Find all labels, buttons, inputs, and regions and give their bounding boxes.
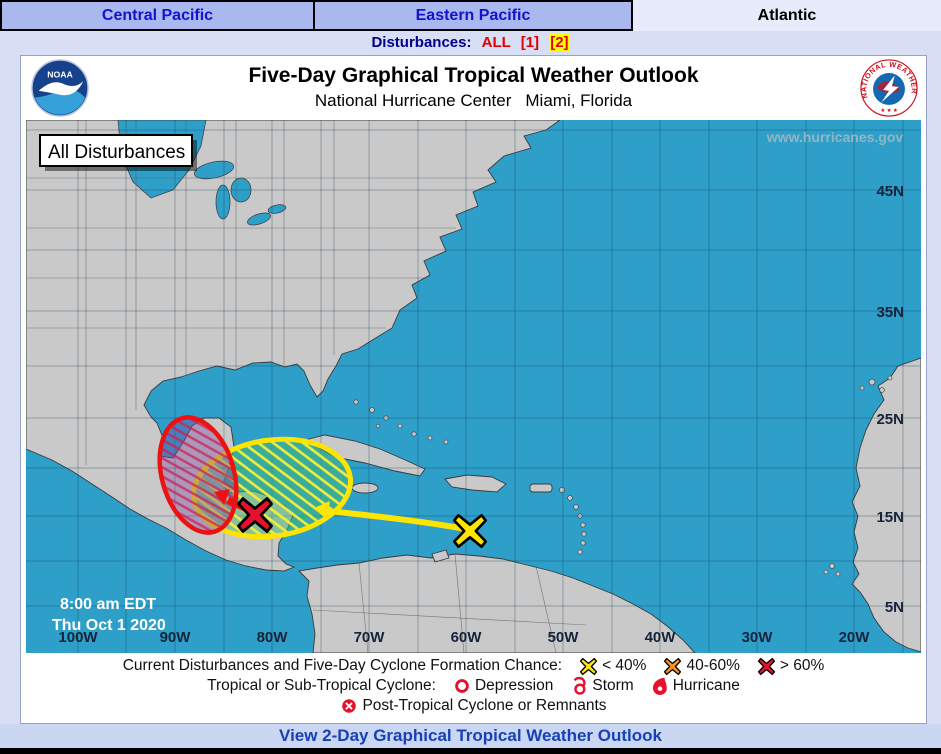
hispaniola: [444, 474, 507, 493]
region-tab-bar: Central Pacific Eastern Pacific Atlantic: [0, 0, 941, 31]
lon-label: 20W: [839, 629, 871, 646]
lat-label: 45N: [876, 183, 904, 200]
inactive-tab-group: Central Pacific Eastern Pacific: [0, 0, 633, 31]
map-timestamp: 8:00 am EDT Thu Oct 1 2020: [52, 596, 166, 634]
tab-eastern-pacific[interactable]: Eastern Pacific: [313, 2, 631, 29]
page-subtitle: National Hurricane Center Miami, Florida: [21, 88, 926, 111]
disturbances-all-link[interactable]: ALL: [481, 34, 511, 51]
lake-ontario: [267, 204, 287, 214]
state-borders: [26, 120, 496, 465]
lon-label: 50W: [548, 629, 580, 646]
legend-med-label: 40-60%: [686, 657, 740, 674]
depression-icon: [455, 679, 469, 693]
legend-depression-label: Depression: [474, 677, 554, 694]
legend-item-storm: Storm: [570, 676, 634, 697]
legend-item-post-tropical: Post-Tropical Cyclone or Remnants: [340, 697, 607, 715]
legend-row-chance: Current Disturbances and Five-Day Cyclon…: [21, 656, 926, 676]
all-disturbances-toggle[interactable]: All Disturbances: [39, 134, 197, 171]
landmasses: [25, 119, 922, 654]
lat-label: 15N: [876, 509, 904, 526]
formation-area-high-chance[interactable]: [147, 408, 249, 541]
timestamp-line1: 8:00 am EDT: [60, 596, 156, 613]
lon-label: 60W: [451, 629, 483, 646]
subtitle-org: National Hurricane Center: [314, 91, 512, 110]
x-marker-yellow-icon: [579, 657, 598, 675]
graticule: [26, 120, 921, 653]
lat-labels: 45N 35N 25N 15N 5N: [876, 183, 904, 616]
legend-row-post-tropical: Post-Tropical Cyclone or Remnants: [21, 696, 926, 716]
tab-central-pacific[interactable]: Central Pacific: [101, 7, 214, 24]
disturbances-bar: Disturbances: ALL [1] [2]: [0, 31, 941, 55]
disturbances-label: Disturbances:: [371, 34, 472, 51]
page-title: Five-Day Graphical Tropical Weather Outl…: [248, 64, 699, 87]
hurricane-icon: [652, 677, 667, 695]
nws-logo: NATIONAL WEATHER SERVICE ★ ★ ★: [860, 59, 918, 117]
trinidad: [431, 549, 450, 563]
timestamp-line2: Thu Oct 1 2020: [52, 617, 166, 634]
legend-item-low: < 40%: [579, 657, 646, 676]
legend-chance-label: Current Disturbances and Five-Day Cyclon…: [122, 657, 563, 674]
footer-band: View 2-Day Graphical Tropical Weather Ou…: [0, 724, 941, 748]
x-marker-orange-icon: [664, 657, 682, 675]
small-islands: [353, 375, 893, 577]
legend-hurricane-label: Hurricane: [672, 677, 740, 694]
lon-label: 40W: [645, 629, 677, 646]
outlook-map[interactable]: All Disturbances www.hurricanes.gov 8:00…: [25, 119, 922, 654]
legend-high-label: > 60%: [779, 657, 825, 674]
noaa-logo-text: NOAA: [47, 69, 73, 79]
legend-low-label: < 40%: [602, 657, 647, 674]
all-disturbances-label: All Disturbances: [48, 142, 185, 163]
track-arrow-yellow: [314, 501, 471, 533]
noaa-logo: NOAA: [31, 59, 89, 117]
tab-atlantic[interactable]: Atlantic: [633, 0, 941, 31]
outlook-header: NOAA Five-Day Graphical Tropical Weather…: [21, 56, 926, 120]
legend-item-depression: Depression: [453, 677, 553, 695]
puerto-rico: [529, 483, 553, 493]
lat-label: 5N: [885, 599, 904, 616]
bottom-bar: [0, 748, 941, 754]
watermark-text: www.hurricanes.gov: [766, 129, 904, 145]
atlantic-map-svg: All Disturbances www.hurricanes.gov 8:00…: [25, 119, 922, 654]
legend-item-med: 40-60%: [663, 657, 740, 676]
post-tropical-icon: [342, 699, 357, 713]
map-legend: Current Disturbances and Five-Day Cyclon…: [21, 653, 926, 722]
lat-label: 25N: [876, 411, 904, 428]
nws-logo-stars: ★ ★ ★: [880, 108, 897, 114]
disturbance-1-link[interactable]: [1]: [520, 34, 540, 51]
legend-post-tropical-label: Post-Tropical Cyclone or Remnants: [362, 697, 607, 714]
lon-label: 90W: [160, 629, 192, 646]
jamaica: [351, 482, 379, 494]
lake-michigan: [215, 184, 231, 220]
country-borders: [312, 554, 587, 653]
subtitle-location: Miami, Florida: [525, 91, 633, 110]
legend-row-cyclone: Tropical or Sub-Tropical Cyclone: Depres…: [21, 676, 926, 696]
storm-icon: [573, 676, 586, 695]
lake-erie: [247, 212, 271, 226]
disturbance-2-link[interactable]: [2]: [549, 34, 570, 51]
cuba: [303, 434, 426, 477]
legend-item-high: > 60%: [757, 657, 824, 676]
lon-label: 100W: [58, 629, 98, 646]
view-2day-outlook-link[interactable]: View 2-Day Graphical Tropical Weather Ou…: [279, 726, 662, 745]
lon-label: 80W: [257, 629, 289, 646]
lat-label: 35N: [876, 304, 904, 321]
legend-cyclone-label: Tropical or Sub-Tropical Cyclone:: [207, 677, 436, 694]
legend-storm-label: Storm: [592, 677, 634, 694]
legend-item-hurricane: Hurricane: [651, 676, 740, 697]
lon-labels: 100W 90W 80W 70W 60W 50W 40W 30W 20W: [58, 629, 870, 646]
lon-label: 30W: [742, 629, 774, 646]
lon-label: 70W: [354, 629, 386, 646]
x-marker-red-icon: [757, 657, 775, 675]
outlook-panel: NOAA Five-Day Graphical Tropical Weather…: [20, 55, 927, 724]
